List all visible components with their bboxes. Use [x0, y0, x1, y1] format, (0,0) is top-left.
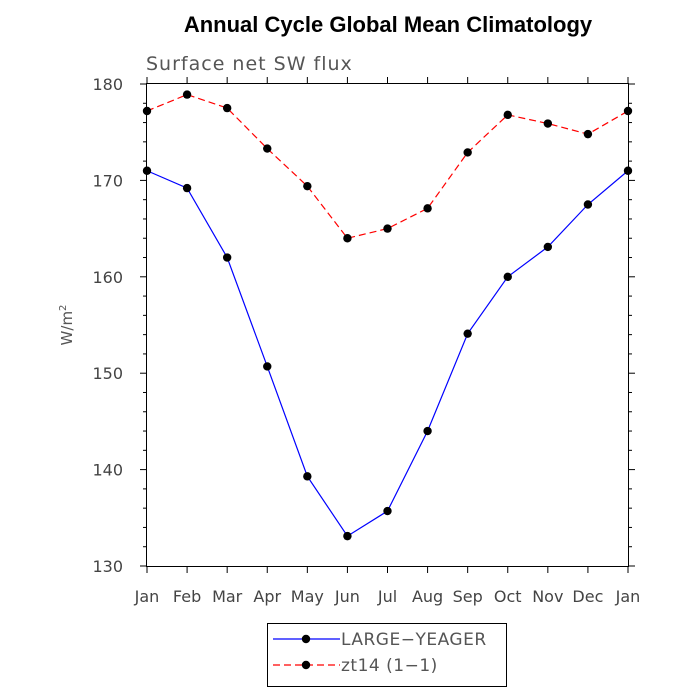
series-layer	[142, 90, 633, 541]
data-point	[423, 204, 432, 213]
x-tick-label: Aug	[412, 587, 443, 606]
data-point	[263, 144, 272, 153]
legend-label: zt14 (1−1)	[341, 656, 438, 676]
x-tick-label: Nov	[532, 587, 563, 606]
legend-marker	[301, 660, 311, 670]
y-tick-label: 160	[92, 268, 123, 287]
data-point	[503, 110, 512, 120]
data-point	[182, 90, 192, 99]
data-point	[463, 329, 472, 338]
y-axis-label: W/m2	[58, 305, 76, 346]
data-point	[543, 119, 553, 128]
legend-marker	[301, 634, 311, 644]
y-tick-label: 130	[92, 557, 123, 576]
data-point	[263, 362, 272, 371]
data-point	[343, 531, 352, 541]
x-tick-label: Sep	[453, 587, 483, 606]
data-point	[182, 183, 192, 193]
y-axis-label-superscript: 2	[58, 305, 69, 311]
data-point	[423, 426, 432, 436]
data-point	[343, 234, 352, 243]
data-point	[463, 148, 472, 157]
chart-title: Annual Cycle Global Mean Climatology	[184, 12, 593, 37]
legend: LARGE−YEAGER zt14 (1−1)	[267, 623, 507, 687]
series-line	[146, 93, 629, 239]
plot-frame	[146, 83, 629, 567]
x-tick-label: Jul	[377, 587, 397, 606]
data-point	[383, 506, 392, 516]
x-tick-label: Jun	[334, 587, 360, 606]
data-point	[303, 472, 312, 481]
data-point	[583, 200, 593, 209]
data-point	[222, 103, 232, 113]
data-point	[383, 224, 392, 233]
legend-box	[267, 623, 507, 687]
legend-label: LARGE−YEAGER	[341, 630, 487, 650]
data-point	[142, 106, 152, 116]
data-point	[623, 166, 633, 175]
data-point	[142, 166, 152, 175]
chart-subtitle: Surface net SW flux	[146, 53, 353, 75]
axis-ticks: 130 140 150 160 170 180 Jan Feb Mar Apr May Jun Jul A…	[92, 75, 640, 606]
y-tick-label: 170	[92, 171, 123, 190]
data-point	[543, 242, 553, 252]
data-point	[583, 129, 593, 139]
data-point	[623, 106, 633, 116]
x-tick-label: Feb	[173, 587, 201, 606]
x-tick-label: Mar	[212, 587, 243, 606]
x-tick-label: Apr	[253, 587, 281, 606]
x-tick-label: Dec	[572, 587, 603, 606]
x-tick-label: Oct	[494, 587, 522, 606]
y-tick-label: 140	[92, 461, 123, 480]
x-tick-label: Jan	[615, 587, 641, 606]
y-axis-label-unit: W/m	[58, 311, 76, 346]
x-tick-label: May	[291, 587, 324, 606]
data-point	[303, 181, 312, 191]
data-point	[503, 272, 512, 281]
x-tick-label: Jan	[134, 587, 160, 606]
data-point	[222, 253, 232, 262]
y-tick-label: 150	[92, 364, 123, 383]
y-tick-label: 180	[92, 75, 123, 94]
